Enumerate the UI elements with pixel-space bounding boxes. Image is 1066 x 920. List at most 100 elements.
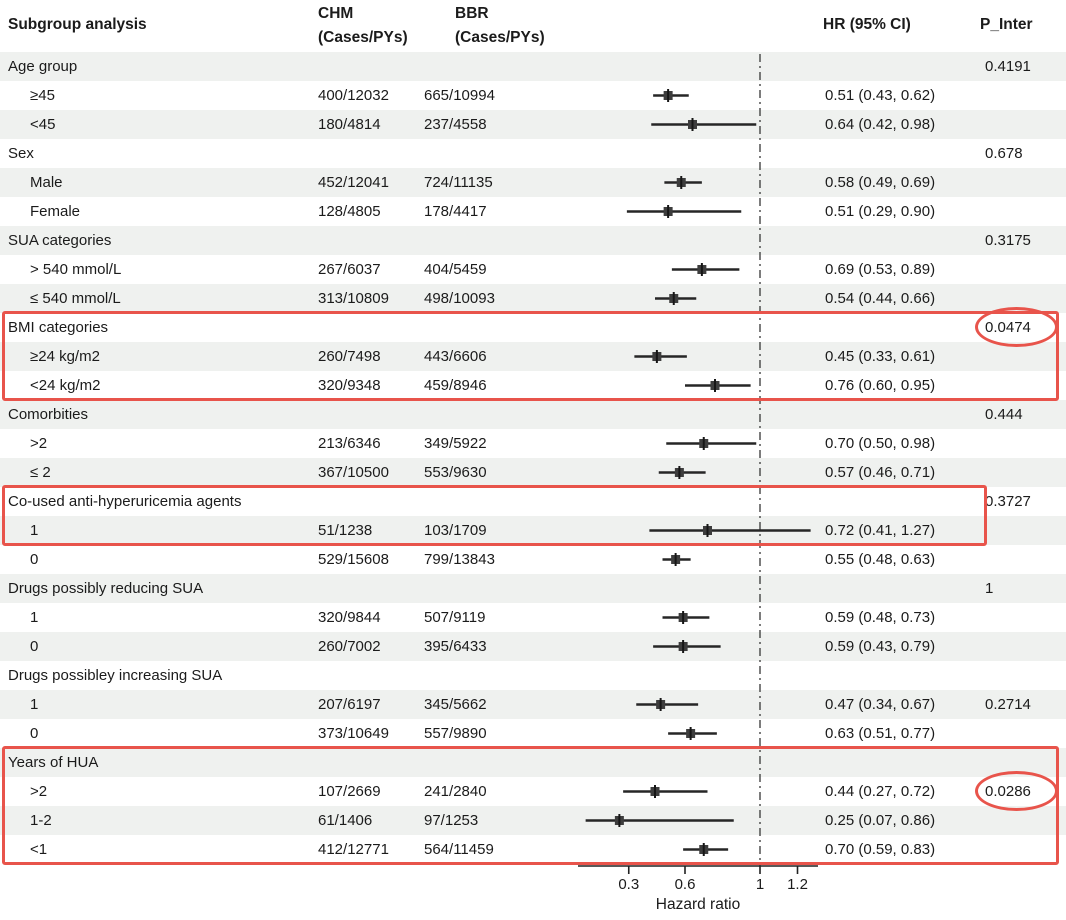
bbr-cases-pys: 178/4417 — [424, 203, 487, 220]
chm-cases-pys: 373/10649 — [318, 725, 389, 742]
column-header-bbr: BBR (Cases/PYs) — [455, 2, 545, 50]
column-header-subgroup: Subgroup analysis — [8, 16, 147, 33]
subgroup-row: 1 207/6197 345/5662 0.47 (0.34, 0.67) 0.2714 — [0, 690, 1066, 719]
chm-cases-pys: 61/1406 — [318, 812, 373, 829]
subgroup-label: 1-2 — [30, 812, 52, 829]
subgroup-row: ≤ 2 367/10500 553/9630 0.57 (0.46, 0.71) — [0, 458, 1066, 487]
subgroup-label: <24 kg/m2 — [30, 377, 101, 394]
column-header-chm-line1: CHM — [318, 5, 354, 22]
hr-ci-value: 0.57 (0.46, 0.71) — [825, 464, 936, 481]
subgroup-label: 1 — [30, 609, 39, 626]
bbr-cases-pys: 557/9890 — [424, 725, 487, 742]
chm-cases-pys: 412/12771 — [318, 841, 389, 858]
chm-cases-pys: 51/1238 — [318, 522, 373, 539]
bbr-cases-pys: 553/9630 — [424, 464, 487, 481]
subgroup-label: Drugs possibley increasing SUA — [8, 667, 223, 684]
subgroup-row: 0 373/10649 557/9890 0.63 (0.51, 0.77) — [0, 719, 1066, 748]
subgroup-label: Female — [30, 203, 81, 220]
hr-ci-value: 0.64 (0.42, 0.98) — [825, 116, 936, 133]
hr-ci-value: 0.72 (0.41, 1.27) — [825, 522, 936, 539]
subgroup-row: <24 kg/m2 320/9348 459/8946 0.76 (0.60, 0.9… — [0, 371, 1066, 400]
column-header-bbr-line2: (Cases/PYs) — [455, 29, 545, 46]
bbr-cases-pys: 97/1253 — [424, 812, 479, 829]
subgroup-label: 1 — [30, 696, 39, 713]
chm-cases-pys: 320/9844 — [318, 609, 381, 626]
subgroup-label: ≥45 — [30, 87, 55, 104]
hr-ci-value: 0.63 (0.51, 0.77) — [825, 725, 936, 742]
hr-ci-value: 0.45 (0.33, 0.61) — [825, 348, 936, 365]
bbr-cases-pys: 498/10093 — [424, 290, 495, 307]
hr-ci-value: 0.25 (0.07, 0.86) — [825, 812, 936, 829]
section-header-row: SUA categories 0.3175 — [0, 226, 1066, 255]
bbr-cases-pys: 443/6606 — [424, 348, 487, 365]
subgroup-label: Years of HUA — [8, 754, 99, 771]
subgroup-label: ≥24 kg/m2 — [30, 348, 100, 365]
hr-ci-value: 0.70 (0.50, 0.98) — [825, 435, 936, 452]
subgroup-row: 1-2 61/1406 97/1253 0.25 (0.07, 0.86) — [0, 806, 1066, 835]
chm-cases-pys: 320/9348 — [318, 377, 381, 394]
subgroup-label: Drugs possibly reducing SUA — [8, 580, 204, 597]
hr-ci-value: 0.44 (0.27, 0.72) — [825, 783, 936, 800]
section-header-row: Co-used anti-hyperuricemia agents 0.3727 — [0, 487, 1066, 516]
hr-ci-value: 0.70 (0.59, 0.83) — [825, 841, 936, 858]
column-header-p-inter: P_Inter — [980, 16, 1033, 33]
subgroup-row: >2 107/2669 241/2840 0.44 (0.27, 0.72) 0.028… — [0, 777, 1066, 806]
chm-cases-pys: 107/2669 — [318, 783, 381, 800]
subgroup-row: > 540 mmol/L 267/6037 404/5459 0.69 (0.53, … — [0, 255, 1066, 284]
subgroup-label: ≤ 2 — [30, 464, 51, 481]
subgroup-label: > 540 mmol/L — [30, 261, 122, 278]
subgroup-row: ≤ 540 mmol/L 313/10809 498/10093 0.54 (0.44… — [0, 284, 1066, 313]
subgroup-row: <45 180/4814 237/4558 0.64 (0.42, 0.98) — [0, 110, 1066, 139]
chm-cases-pys: 529/15608 — [318, 551, 389, 568]
subgroup-label: >2 — [30, 783, 48, 800]
section-header-row: Drugs possibly reducing SUA 1 — [0, 574, 1066, 603]
hr-ci-value: 0.69 (0.53, 0.89) — [825, 261, 936, 278]
chm-cases-pys: 260/7002 — [318, 638, 381, 655]
p-inter-value: 0.0474 — [985, 319, 1031, 336]
subgroup-label: 1 — [30, 522, 39, 539]
chm-cases-pys: 213/6346 — [318, 435, 381, 452]
hr-ci-value: 0.59 (0.48, 0.73) — [825, 609, 936, 626]
bbr-cases-pys: 459/8946 — [424, 377, 487, 394]
section-header-row: Years of HUA — [0, 748, 1066, 777]
p-inter-value: 0.2714 — [985, 696, 1031, 713]
subgroup-label: >2 — [30, 435, 48, 452]
chm-cases-pys: 367/10500 — [318, 464, 389, 481]
subgroup-row: 1 51/1238 103/1709 0.72 (0.41, 1.27) — [0, 516, 1066, 545]
subgroup-row: >2 213/6346 349/5922 0.70 (0.50, 0.98) — [0, 429, 1066, 458]
chm-cases-pys: 128/4805 — [318, 203, 381, 220]
x-tick-label: 1.2 — [787, 876, 808, 893]
chm-cases-pys: 207/6197 — [318, 696, 381, 713]
subgroup-label: ≤ 540 mmol/L — [30, 290, 121, 307]
subgroup-row: Male 452/12041 724/11135 0.58 (0.49, 0.69) — [0, 168, 1066, 197]
section-header-row: Drugs possibley increasing SUA — [0, 661, 1066, 690]
subgroup-label: Age group — [8, 58, 78, 75]
column-header-chm: CHM (Cases/PYs) — [318, 2, 408, 50]
bbr-cases-pys: 724/11135 — [424, 174, 493, 191]
x-axis-title: Hazard ratio — [655, 896, 741, 913]
subgroup-label: <1 — [30, 841, 48, 858]
bbr-cases-pys: 404/5459 — [424, 261, 487, 278]
column-header-hr-ci: HR (95% CI) — [823, 16, 911, 33]
chm-cases-pys: 260/7498 — [318, 348, 381, 365]
chm-cases-pys: 267/6037 — [318, 261, 381, 278]
bbr-cases-pys: 241/2840 — [424, 783, 487, 800]
subgroup-row: 0 260/7002 395/6433 0.59 (0.43, 0.79) — [0, 632, 1066, 661]
p-inter-value: 1 — [985, 580, 994, 597]
subgroup-row: Female 128/4805 178/4417 0.51 (0.29, 0.90) — [0, 197, 1066, 226]
column-header-chm-line2: (Cases/PYs) — [318, 29, 408, 46]
subgroup-label: Co-used anti-hyperuricemia agents — [8, 493, 242, 510]
hr-ci-value: 0.55 (0.48, 0.63) — [825, 551, 936, 568]
hr-ci-value: 0.47 (0.34, 0.67) — [825, 696, 936, 713]
p-inter-value: 0.3175 — [985, 232, 1031, 249]
subgroup-label: 0 — [30, 551, 39, 568]
subgroup-label: 0 — [30, 725, 39, 742]
subgroup-label: SUA categories — [8, 232, 112, 249]
subgroup-row: ≥24 kg/m2 260/7498 443/6606 0.45 (0.33, 0.6… — [0, 342, 1066, 371]
p-inter-value: 0.678 — [985, 145, 1023, 162]
bbr-cases-pys: 237/4558 — [424, 116, 487, 133]
section-header-row: Sex 0.678 — [0, 139, 1066, 168]
bbr-cases-pys: 349/5922 — [424, 435, 487, 452]
subgroup-label: Comorbities — [8, 406, 89, 423]
